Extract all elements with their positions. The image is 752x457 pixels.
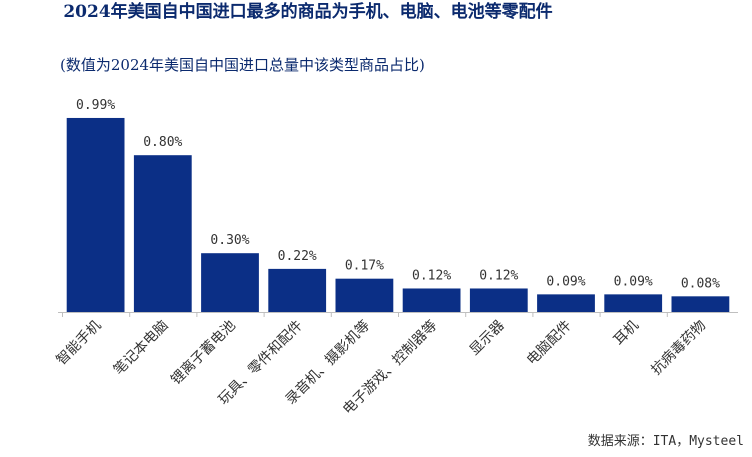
- chart-title: 2024年美国自中国进口最多的商品为手机、电脑、电池等零配件: [63, 2, 553, 22]
- bar-2: [133, 155, 192, 312]
- data-label-2: 0.80%: [143, 135, 182, 150]
- bar-3: [201, 253, 259, 312]
- category-label-7: 显示器: [467, 318, 508, 359]
- bar-9: [604, 294, 663, 312]
- data-label-9: 0.09%: [614, 274, 653, 289]
- data-label-5: 0.17%: [345, 259, 384, 274]
- bar-7: [469, 288, 528, 312]
- bar-1: [66, 117, 125, 313]
- bar-4: [268, 268, 327, 312]
- data-label-7: 0.12%: [479, 268, 518, 283]
- category-label-3: 锂离子蓄电池: [167, 317, 238, 388]
- data-source: 数据来源：ITA，Mysteel: [587, 434, 744, 449]
- bar-10: [671, 296, 730, 312]
- category-label-2: 笔记本电脑: [111, 318, 172, 379]
- chart-subtitle: (数值为2024年美国自中国进口总量中该类型商品占比): [60, 56, 425, 74]
- data-label-3: 0.30%: [210, 233, 249, 248]
- bar-8: [537, 294, 595, 312]
- bar-5: [335, 278, 394, 312]
- data-label-8: 0.09%: [546, 274, 585, 289]
- data-label-1: 0.99%: [76, 98, 115, 113]
- data-label-6: 0.12%: [412, 268, 451, 283]
- category-label-8: 电脑配件: [524, 318, 575, 369]
- bar-6: [402, 288, 461, 312]
- category-label-1: 智能手机: [54, 318, 105, 369]
- data-label-4: 0.22%: [278, 249, 317, 264]
- category-label-9: 耳机: [611, 318, 642, 349]
- category-label-10: 抗病毒药物: [648, 318, 709, 379]
- data-label-10: 0.08%: [681, 276, 720, 291]
